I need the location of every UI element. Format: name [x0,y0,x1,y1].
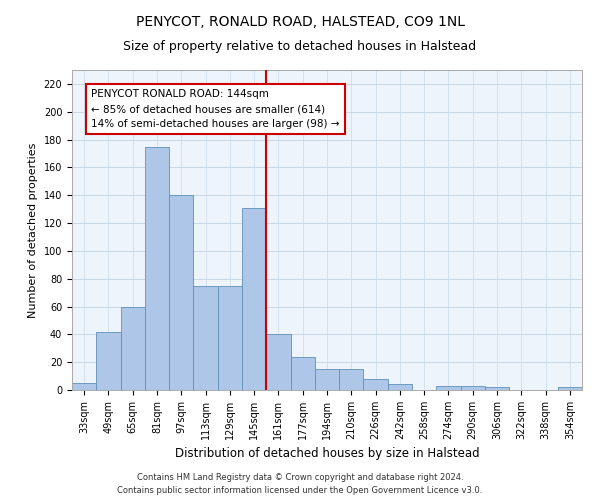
Bar [290,356,315,390]
Bar [145,146,169,390]
X-axis label: Distribution of detached houses by size in Halstead: Distribution of detached houses by size … [175,448,479,460]
Text: PENYCOT, RONALD ROAD, HALSTEAD, CO9 1NL: PENYCOT, RONALD ROAD, HALSTEAD, CO9 1NL [136,15,464,29]
Bar [72,383,96,390]
Bar [364,379,388,390]
Bar [558,387,582,390]
Text: Size of property relative to detached houses in Halstead: Size of property relative to detached ho… [124,40,476,53]
Bar [96,332,121,390]
Text: PENYCOT RONALD ROAD: 144sqm
← 85% of detached houses are smaller (614)
14% of se: PENYCOT RONALD ROAD: 144sqm ← 85% of det… [91,90,340,129]
Bar [218,286,242,390]
Text: Contains HM Land Registry data © Crown copyright and database right 2024.
Contai: Contains HM Land Registry data © Crown c… [118,474,482,495]
Bar [485,387,509,390]
Bar [339,369,364,390]
Bar [315,369,339,390]
Bar [121,306,145,390]
Bar [388,384,412,390]
Bar [242,208,266,390]
Y-axis label: Number of detached properties: Number of detached properties [28,142,38,318]
Bar [169,195,193,390]
Bar [193,286,218,390]
Bar [436,386,461,390]
Bar [461,386,485,390]
Bar [266,334,290,390]
